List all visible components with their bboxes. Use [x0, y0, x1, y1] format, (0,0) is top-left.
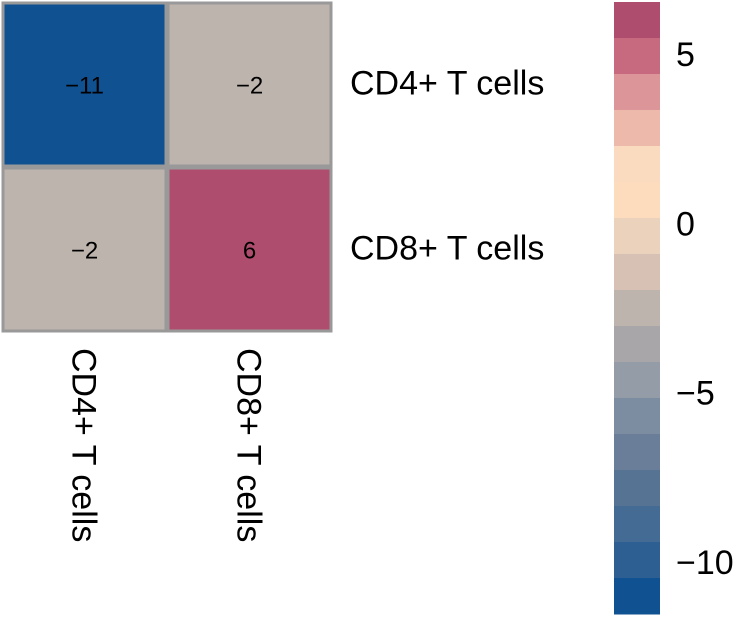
- colorbar-tick-label: 0: [676, 205, 695, 243]
- colorbar-band: [614, 398, 660, 435]
- colorbar-band: [614, 434, 660, 471]
- colorbar-band: [614, 2, 660, 39]
- colorbar-band: [614, 218, 660, 255]
- colorbar-band: [614, 74, 660, 111]
- colorbar: 5 0 −5 −10: [614, 2, 734, 615]
- colorbar-band: [614, 290, 660, 327]
- column-labels: CD4+ T cells CD8+ T cells: [65, 348, 268, 542]
- colorbar-band: [614, 110, 660, 147]
- row-label: CD4+ T cells: [350, 65, 544, 103]
- colorbar-band: [614, 542, 660, 579]
- column-label: CD4+ T cells: [65, 348, 103, 542]
- colorbar-band: [614, 470, 660, 507]
- cell-value-label: −2: [71, 238, 98, 265]
- colorbar-band: [614, 182, 660, 219]
- colorbar-band: [614, 146, 660, 183]
- heatmap-cell: [1, 1, 168, 168]
- colorbar-band: [614, 578, 660, 615]
- row-label: CD8+ T cells: [350, 230, 544, 268]
- colorbar-band: [614, 326, 660, 363]
- cell-value-label: 6: [243, 238, 256, 265]
- colorbar-band: [614, 38, 660, 75]
- heatmap-cells: −11 −2 −2 6: [1, 1, 333, 333]
- column-label: CD8+ T cells: [230, 348, 268, 542]
- heatmap-cell: [166, 166, 333, 333]
- column-label-group: CD8+ T cells: [230, 348, 268, 542]
- row-labels: CD4+ T cells CD8+ T cells: [350, 65, 544, 268]
- colorbar-tick-label: −10: [676, 544, 734, 582]
- column-label-group: CD4+ T cells: [65, 348, 103, 542]
- colorbar-tick-label: −5: [676, 375, 715, 413]
- colorbar-band: [614, 254, 660, 291]
- colorbar-band: [614, 362, 660, 399]
- heatmap-cell: [166, 1, 333, 168]
- cell-value-label: −2: [236, 73, 263, 100]
- colorbar-tick-label: 5: [676, 36, 695, 74]
- cell-value-label: −11: [65, 73, 104, 100]
- heatmap-cell: [1, 166, 168, 333]
- colorbar-band: [614, 506, 660, 543]
